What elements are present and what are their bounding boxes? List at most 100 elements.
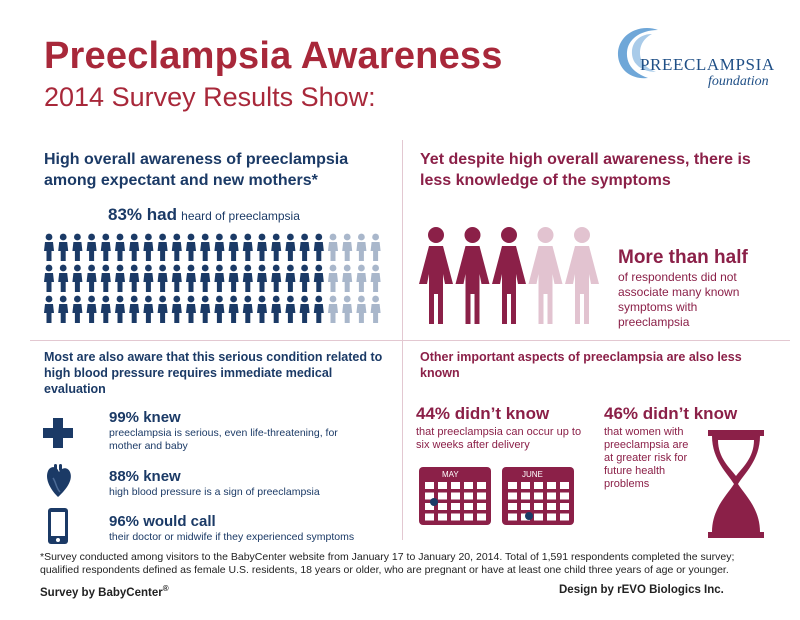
person-figure bbox=[257, 233, 267, 261]
person-figure bbox=[214, 264, 225, 292]
person-figure bbox=[342, 295, 353, 323]
design-credit: Design by rEVO Biologics Inc. bbox=[559, 584, 724, 596]
person-figure bbox=[129, 233, 140, 261]
person-figure bbox=[356, 264, 367, 292]
person-figure bbox=[143, 233, 154, 261]
person-figure bbox=[214, 233, 225, 261]
person-figure bbox=[228, 295, 239, 323]
person-figure bbox=[257, 295, 267, 323]
heart-icon bbox=[47, 464, 71, 497]
person-figure bbox=[44, 233, 54, 261]
hourglass-icon bbox=[708, 430, 764, 538]
person-figure bbox=[285, 233, 296, 261]
person-figure bbox=[370, 233, 381, 261]
person-figure bbox=[356, 295, 367, 323]
call-96-big: 96% would call bbox=[109, 513, 216, 530]
woman-figure bbox=[419, 227, 453, 324]
calendar-june-label: JUNE bbox=[522, 470, 543, 479]
person-figure bbox=[228, 233, 239, 261]
person-figure bbox=[186, 233, 196, 261]
knew-88-desc: high blood pressure is a sign of preecla… bbox=[109, 486, 320, 498]
awareness-stat-big: 83% had bbox=[108, 205, 177, 224]
person-figure bbox=[100, 233, 111, 261]
person-figure bbox=[44, 295, 54, 323]
person-figure bbox=[86, 295, 97, 323]
person-figure bbox=[72, 295, 83, 323]
person-figure bbox=[157, 264, 168, 292]
person-figure bbox=[271, 264, 282, 292]
person-figure bbox=[200, 264, 211, 292]
calendar-may: MAY bbox=[419, 467, 491, 525]
didnt-know-46-desc: that women with preeclampsia are at grea… bbox=[604, 426, 689, 490]
awareness-stat-small: heard of preeclampsia bbox=[181, 209, 300, 223]
didnt-know-44-big: 44% didn’t know bbox=[416, 404, 550, 423]
awareness-stat: 83% had heard of preeclampsia bbox=[108, 205, 300, 225]
knew-99-big: 99% knew bbox=[109, 409, 181, 426]
person-figure bbox=[115, 264, 125, 292]
survey-credit: Survey by BabyCenter® bbox=[40, 584, 169, 599]
person-figure bbox=[143, 264, 154, 292]
person-figure bbox=[214, 295, 225, 323]
person-figure bbox=[370, 264, 381, 292]
person-figure bbox=[342, 233, 353, 261]
person-figure bbox=[157, 295, 168, 323]
person-figure bbox=[115, 295, 125, 323]
person-figure bbox=[242, 295, 253, 323]
person-figure bbox=[72, 264, 83, 292]
awareness-heading: High overall awareness of preeclampsia a… bbox=[44, 151, 349, 189]
person-figure bbox=[299, 233, 310, 261]
medical-cross-icon bbox=[43, 418, 73, 448]
person-figure bbox=[271, 295, 282, 323]
person-figure bbox=[313, 233, 324, 261]
person-figure bbox=[72, 233, 83, 261]
calendars-icon: MAY JUNE bbox=[419, 467, 574, 525]
person-figure bbox=[200, 233, 211, 261]
person-figure bbox=[171, 264, 182, 292]
person-figure bbox=[100, 264, 111, 292]
page-subtitle: 2014 Survey Results Show: bbox=[44, 82, 376, 112]
person-figure bbox=[285, 295, 296, 323]
woman-figure bbox=[492, 227, 526, 324]
evaluation-heading: Most are also aware that this serious co… bbox=[44, 350, 383, 396]
symptoms-heading: Yet despite high overall awareness, ther… bbox=[420, 151, 751, 189]
person-figure bbox=[129, 295, 140, 323]
person-figure bbox=[171, 295, 182, 323]
person-figure bbox=[171, 233, 182, 261]
person-figure bbox=[86, 233, 97, 261]
knew-99-desc: preeclampsia is serious, even life-threa… bbox=[109, 427, 338, 452]
knew-88-big: 88% knew bbox=[109, 468, 181, 485]
person-figure bbox=[157, 233, 168, 261]
person-figure bbox=[228, 264, 239, 292]
woman-figure bbox=[455, 227, 490, 324]
person-figure bbox=[328, 295, 338, 323]
symptoms-stat-big: More than half bbox=[618, 247, 748, 268]
person-figure bbox=[100, 295, 111, 323]
person-figure bbox=[342, 264, 353, 292]
person-figure bbox=[58, 295, 69, 323]
person-figure bbox=[58, 264, 69, 292]
person-figure bbox=[328, 264, 338, 292]
person-figure bbox=[115, 233, 125, 261]
woman-figure bbox=[565, 227, 599, 324]
symptoms-stat-small: of respondents did not associate many kn… bbox=[618, 270, 740, 329]
person-figure bbox=[44, 264, 54, 292]
person-figure bbox=[186, 295, 196, 323]
person-figure bbox=[129, 264, 140, 292]
person-figure bbox=[257, 264, 267, 292]
person-figure bbox=[58, 233, 69, 261]
didnt-know-46-big: 46% didn’t know bbox=[604, 404, 738, 423]
other-heading: Other important aspects of preeclampsia … bbox=[420, 350, 742, 380]
phone-icon bbox=[48, 508, 68, 544]
person-figure bbox=[242, 264, 253, 292]
logo-subname: foundation bbox=[708, 74, 769, 89]
person-figure bbox=[299, 264, 310, 292]
registered-mark: ® bbox=[162, 584, 169, 593]
survey-credit-text: Survey by BabyCenter bbox=[40, 586, 163, 599]
person-figure bbox=[356, 233, 367, 261]
person-figure bbox=[299, 295, 310, 323]
person-figure bbox=[242, 233, 253, 261]
call-96-desc: their doctor or midwife if they experien… bbox=[109, 531, 355, 543]
horizontal-divider bbox=[30, 340, 790, 341]
person-figure bbox=[313, 264, 324, 292]
women-figures bbox=[419, 227, 599, 324]
